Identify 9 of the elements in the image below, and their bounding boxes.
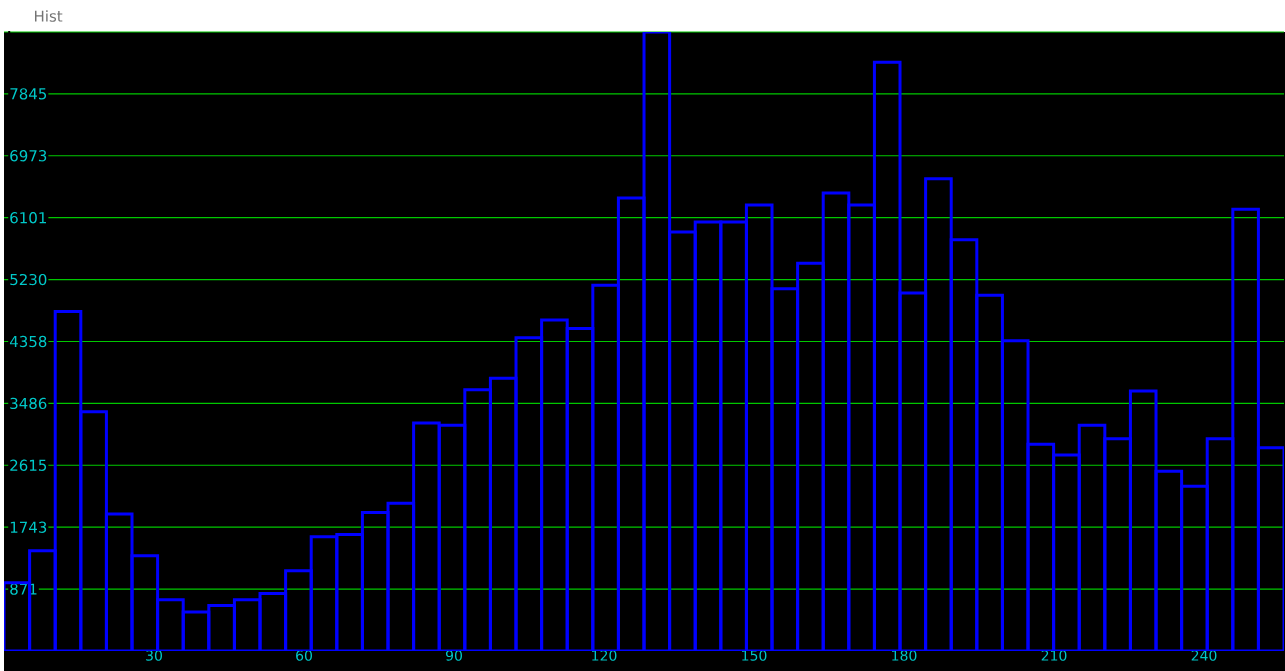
y-tick-label: 3486 (10, 397, 47, 410)
y-tick-label: 4358 (9, 335, 47, 348)
y-tick-label: 1743 (10, 521, 47, 533)
y-tick-label: 5230 (10, 273, 47, 286)
y-tick-label: 6973 (10, 150, 47, 162)
y-tick-label: 2615 (10, 459, 47, 471)
y-tick-label: 6101 (10, 212, 46, 224)
y-tick-label: 7845 (10, 88, 47, 100)
chart-title: Hist (35, 10, 63, 22)
